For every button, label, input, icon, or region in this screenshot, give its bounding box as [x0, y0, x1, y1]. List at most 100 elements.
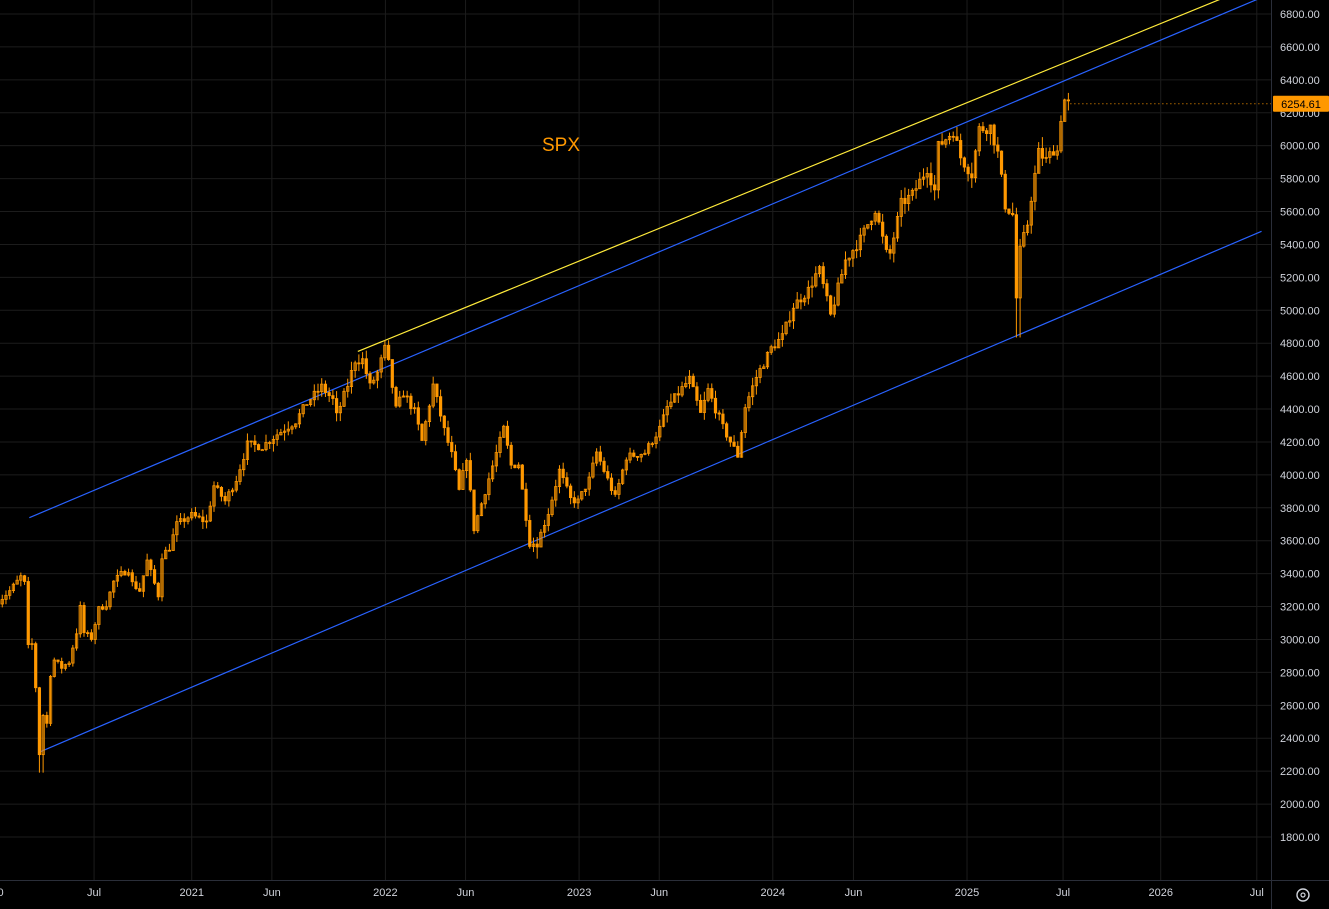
candles — [0, 92, 1070, 773]
price-tick-label: 5400.00 — [1280, 239, 1320, 251]
candle — [955, 126, 959, 142]
candle — [1025, 220, 1030, 236]
candle — [297, 408, 302, 428]
candle — [67, 661, 71, 667]
candle — [561, 462, 565, 484]
candle — [959, 133, 963, 166]
candle — [275, 429, 279, 446]
candle — [832, 296, 836, 318]
candle — [1018, 238, 1022, 338]
price-tick-label: 2400.00 — [1280, 733, 1320, 745]
candle — [936, 140, 940, 199]
price-tick-label: 6600.00 — [1280, 42, 1320, 54]
lower-channel-line[interactable] — [40, 230, 1262, 752]
candle — [134, 575, 138, 591]
candle — [758, 364, 762, 384]
candle — [435, 383, 439, 403]
candle — [899, 190, 903, 227]
candle — [212, 481, 216, 512]
candle — [862, 225, 866, 243]
candle — [223, 492, 227, 505]
candle — [41, 713, 45, 773]
price-tick-label: 5800.00 — [1280, 174, 1320, 186]
time-tick-label: 2022 — [373, 887, 397, 899]
candle — [208, 501, 212, 522]
price-tick-label: 6000.00 — [1280, 141, 1320, 153]
time-tick-label: 2021 — [179, 887, 203, 899]
grid-layer — [0, 0, 1271, 880]
candle — [338, 402, 342, 422]
candle — [230, 487, 235, 496]
candle — [725, 421, 729, 441]
candle — [160, 553, 164, 602]
candle — [427, 404, 432, 427]
candle — [673, 393, 677, 404]
gear-icon[interactable] — [1296, 888, 1310, 902]
time-tick-label: Jun — [263, 887, 281, 899]
candle — [138, 582, 142, 593]
candle — [650, 441, 654, 448]
candle — [788, 311, 792, 327]
candle — [751, 377, 755, 406]
candle — [123, 569, 127, 576]
candle — [442, 415, 446, 436]
time-tick-label: 20 — [0, 887, 4, 899]
candle — [903, 187, 907, 214]
candle — [587, 472, 591, 496]
candle — [11, 582, 16, 594]
upper-channel-line[interactable] — [29, 0, 1261, 519]
candle — [847, 257, 851, 267]
candle — [412, 402, 417, 414]
candle — [305, 404, 309, 406]
candle — [190, 508, 194, 521]
candle — [1040, 137, 1044, 167]
candle — [386, 340, 391, 361]
last-price-label: 6254.61 — [1281, 99, 1321, 111]
candle — [539, 529, 543, 548]
candle — [1033, 165, 1037, 211]
candle — [56, 659, 60, 664]
candle — [554, 479, 558, 507]
candle — [944, 138, 948, 148]
candle — [353, 360, 357, 378]
candle — [999, 150, 1004, 178]
candle — [468, 452, 472, 493]
candle — [524, 482, 528, 527]
candle — [706, 383, 710, 403]
candle — [505, 420, 510, 449]
candle — [988, 124, 992, 145]
candle — [74, 628, 79, 651]
candle — [19, 572, 23, 587]
resistance-line[interactable] — [357, 0, 1225, 352]
candle — [699, 394, 703, 413]
candle — [279, 428, 283, 436]
candle — [543, 519, 547, 538]
candle — [479, 502, 484, 517]
candle — [327, 387, 331, 403]
candle — [71, 644, 75, 667]
price-tick-label: 5200.00 — [1280, 272, 1320, 284]
channel-lines[interactable] — [29, 0, 1262, 752]
price-tick-label: 3800.00 — [1280, 503, 1320, 515]
candle — [784, 321, 788, 336]
candle — [52, 657, 56, 678]
candle — [855, 240, 859, 259]
candle — [933, 175, 937, 201]
candle — [86, 630, 90, 637]
candle — [940, 133, 944, 146]
candle — [234, 475, 238, 493]
candle — [914, 179, 918, 199]
candle — [450, 435, 454, 458]
candle — [216, 482, 220, 489]
candle — [665, 400, 669, 423]
candle — [595, 448, 599, 467]
candle — [346, 378, 350, 398]
candle — [271, 435, 276, 452]
candle — [156, 581, 160, 601]
candle — [93, 622, 97, 645]
price-tick-label: 4000.00 — [1280, 470, 1320, 482]
time-tick-label: Jun — [457, 887, 475, 899]
candle — [1014, 207, 1018, 338]
